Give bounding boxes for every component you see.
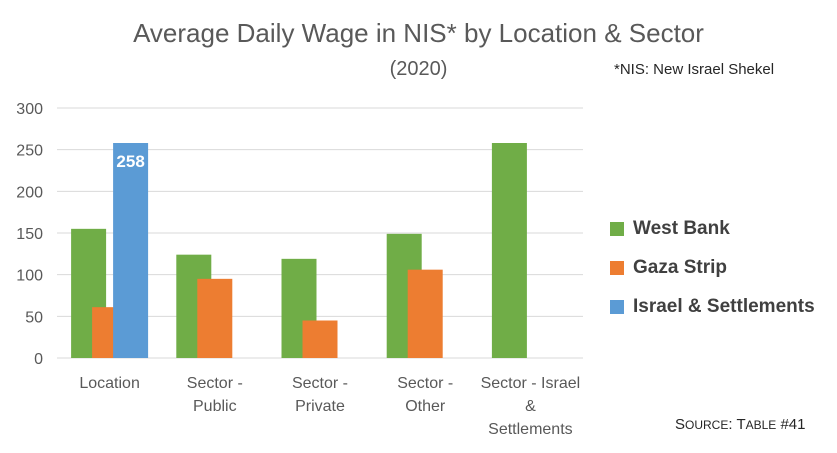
x-tick-label-2-1: Private bbox=[295, 398, 345, 415]
legend-item-gaza-strip: Gaza Strip bbox=[610, 255, 815, 281]
y-tick-label-100: 100 bbox=[16, 268, 43, 285]
legend-item-west-bank: West Bank bbox=[610, 216, 815, 242]
source-ref: #41 bbox=[776, 416, 806, 433]
chart-title: Average Daily Wage in NIS* by Location &… bbox=[133, 18, 704, 48]
y-tick-label-150: 150 bbox=[16, 226, 43, 243]
bar-israel-settlements-0 bbox=[113, 143, 149, 358]
legend-label-israel-settlements: Israel & Settlements bbox=[633, 296, 815, 317]
legend-swatch-gaza-strip bbox=[610, 261, 624, 275]
legend-label-gaza-strip: Gaza Strip bbox=[633, 257, 727, 278]
chart-subtitle: (2020) bbox=[389, 58, 448, 80]
x-tick-label-4-1: & bbox=[525, 398, 536, 415]
source-cap-s: S bbox=[675, 416, 686, 433]
source-rest: OURCE bbox=[685, 418, 729, 432]
legend-swatch-israel-settlements bbox=[610, 300, 624, 314]
x-tick-label-4-0: Sector - Israel bbox=[481, 375, 581, 392]
y-tick-label-300: 300 bbox=[16, 101, 43, 118]
source-table-rest: ABLE bbox=[745, 418, 777, 432]
source-colon: : bbox=[728, 416, 737, 433]
y-tick-label-200: 200 bbox=[16, 184, 43, 201]
legend-item-israel-settlements: Israel & Settlements bbox=[610, 294, 815, 320]
currency-note: *NIS: New Israel Shekel bbox=[614, 61, 775, 78]
x-tick-label-1-1: Public bbox=[193, 398, 237, 415]
source-note: SOURCE: TABLE #41 bbox=[675, 416, 806, 433]
bar-gaza-strip-2 bbox=[302, 320, 338, 358]
bar-gaza-strip-3 bbox=[407, 269, 443, 358]
source-cap-t: T bbox=[736, 416, 746, 433]
y-tick-label-50: 50 bbox=[25, 309, 43, 326]
y-tick-label-250: 250 bbox=[16, 143, 43, 160]
x-tick-label-3-0: Sector - bbox=[397, 375, 453, 392]
bar-gaza-strip-1 bbox=[197, 278, 233, 358]
legend: West Bank Gaza Strip Israel & Settlement… bbox=[610, 216, 815, 333]
legend-swatch-west-bank bbox=[610, 222, 624, 236]
x-tick-label-4-2: Settlements bbox=[488, 421, 572, 438]
x-tick-label-3-1: Other bbox=[405, 398, 446, 415]
x-tick-label-1-0: Sector - bbox=[187, 375, 243, 392]
x-tick-label-2-0: Sector - bbox=[292, 375, 348, 392]
legend-label-west-bank: West Bank bbox=[633, 218, 730, 239]
bar-west-bank-4 bbox=[491, 143, 527, 358]
y-tick-label-0: 0 bbox=[34, 351, 43, 368]
data-label-0: 258 bbox=[116, 152, 144, 171]
x-tick-label-0-0: Location bbox=[79, 375, 140, 392]
